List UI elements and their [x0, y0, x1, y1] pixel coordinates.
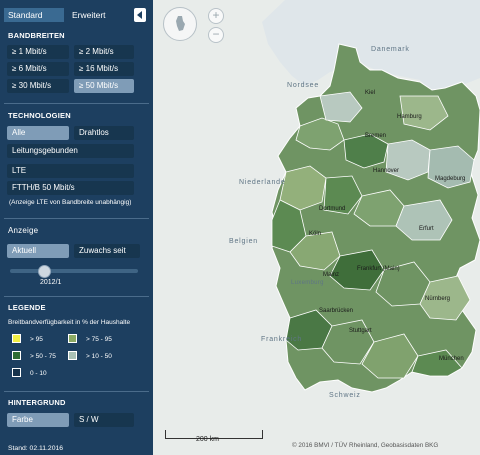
legend-swatch [68, 334, 77, 343]
city-label: Nürnberg [425, 296, 451, 302]
legend-swatch [12, 351, 21, 360]
city-label: Erfurt [419, 226, 434, 232]
legend-label: > 75 - 95 [86, 336, 112, 343]
time-slider[interactable] [10, 269, 138, 273]
map-label: Danemark [371, 46, 410, 53]
technology-option[interactable]: LTE [7, 164, 134, 178]
technology-option[interactable]: Leitungsgebunden [7, 144, 134, 158]
bandwidth-option[interactable]: ≥ 1 Mbit/s [7, 45, 69, 59]
bandwidth-option[interactable]: ≥ 2 Mbit/s [74, 45, 134, 59]
scale-label: 200 km [196, 436, 219, 443]
city-label: Hamburg [397, 114, 422, 120]
legend-swatch [12, 368, 21, 377]
legend-swatch [68, 351, 77, 360]
sidebar: Standard Erweitert BANDBREITEN ≥ 1 Mbit/… [0, 0, 153, 455]
lte-note: (Anzeige LTE von Bandbreite unabhängig) [9, 199, 132, 206]
bandwidth-option[interactable]: ≥ 30 Mbit/s [7, 79, 69, 93]
divider [4, 391, 149, 392]
legend-subtitle: Breitbandverfügbarkeit in % der Haushalt… [8, 319, 131, 326]
tab-standard[interactable]: Standard [4, 8, 64, 22]
section-title-anzeige: Anzeige [8, 226, 39, 235]
technology-option[interactable]: Drahtlos [74, 126, 134, 140]
legend-label: > 10 - 50 [86, 353, 112, 360]
legend-label: 0 - 10 [30, 370, 47, 377]
divider [4, 296, 149, 297]
map-label: Luxemburg [291, 280, 324, 286]
compass-icon [176, 16, 185, 31]
divider [4, 218, 149, 219]
legend-swatch [12, 334, 21, 343]
city-label: München [439, 356, 464, 362]
city-label: Saarbrücken [319, 308, 354, 314]
germany-map [153, 0, 480, 455]
zoom-in-button[interactable]: + [208, 8, 224, 24]
legend-label: > 50 - 75 [30, 353, 56, 360]
city-label: Mainz [323, 272, 340, 278]
map-label: Schweiz [329, 392, 361, 399]
display-option-selected[interactable]: Aktuell [7, 244, 69, 258]
time-slider-handle[interactable] [38, 265, 51, 278]
map-label: Nordsee [287, 82, 320, 89]
stand-date: Stand: 02.11.2016 [8, 445, 64, 452]
map-label: Belgien [229, 238, 258, 245]
city-label: Magdeburg [435, 176, 466, 182]
city-label: Köln [309, 231, 322, 237]
bandwidth-option[interactable]: ≥ 16 Mbit/s [74, 62, 134, 76]
map-canvas[interactable]: + − Danemark Nordsee Niederlande Belgien… [153, 0, 480, 455]
scale-bar [165, 430, 263, 439]
technology-option[interactable]: FTTH/B 50 Mbit/s [7, 181, 134, 195]
pan-control[interactable] [163, 7, 197, 41]
city-label: Hannover [373, 168, 400, 174]
section-title-hintergrund: HINTERGRUND [8, 398, 66, 407]
section-title-legende: LEGENDE [8, 303, 46, 312]
city-label: Stuttgart [349, 328, 372, 334]
display-option[interactable]: Zuwachs seit [74, 244, 140, 258]
map-label: Frankreich [261, 336, 303, 343]
attribution: © 2016 BMVI / TÜV Rheinland, Geobasisdat… [292, 442, 439, 449]
city-label: Frankfurt (Main) [357, 266, 400, 272]
background-option-selected[interactable]: Farbe [7, 413, 69, 427]
bandwidth-option[interactable]: ≥ 6 Mbit/s [7, 62, 69, 76]
legend-label: > 95 [30, 336, 43, 343]
zoom-out-button[interactable]: − [208, 27, 224, 43]
collapse-sidebar-icon[interactable] [134, 8, 146, 22]
background-option[interactable]: S / W [74, 413, 134, 427]
bandwidth-option-selected[interactable]: ≥ 50 Mbit/s [74, 79, 134, 93]
technology-option-selected[interactable]: Alle [7, 126, 69, 140]
divider [4, 103, 149, 104]
map-label: Niederlande [239, 179, 286, 186]
slider-value: 2012/1 [40, 279, 62, 286]
city-label: Bremen [365, 133, 387, 139]
section-title-bandbreiten: BANDBREITEN [8, 31, 65, 40]
city-label: Dortmund [319, 206, 346, 212]
city-label: Kiel [365, 90, 376, 96]
tab-erweitert[interactable]: Erweitert [72, 10, 106, 20]
section-title-technologien: TECHNOLOGIEN [8, 111, 71, 120]
